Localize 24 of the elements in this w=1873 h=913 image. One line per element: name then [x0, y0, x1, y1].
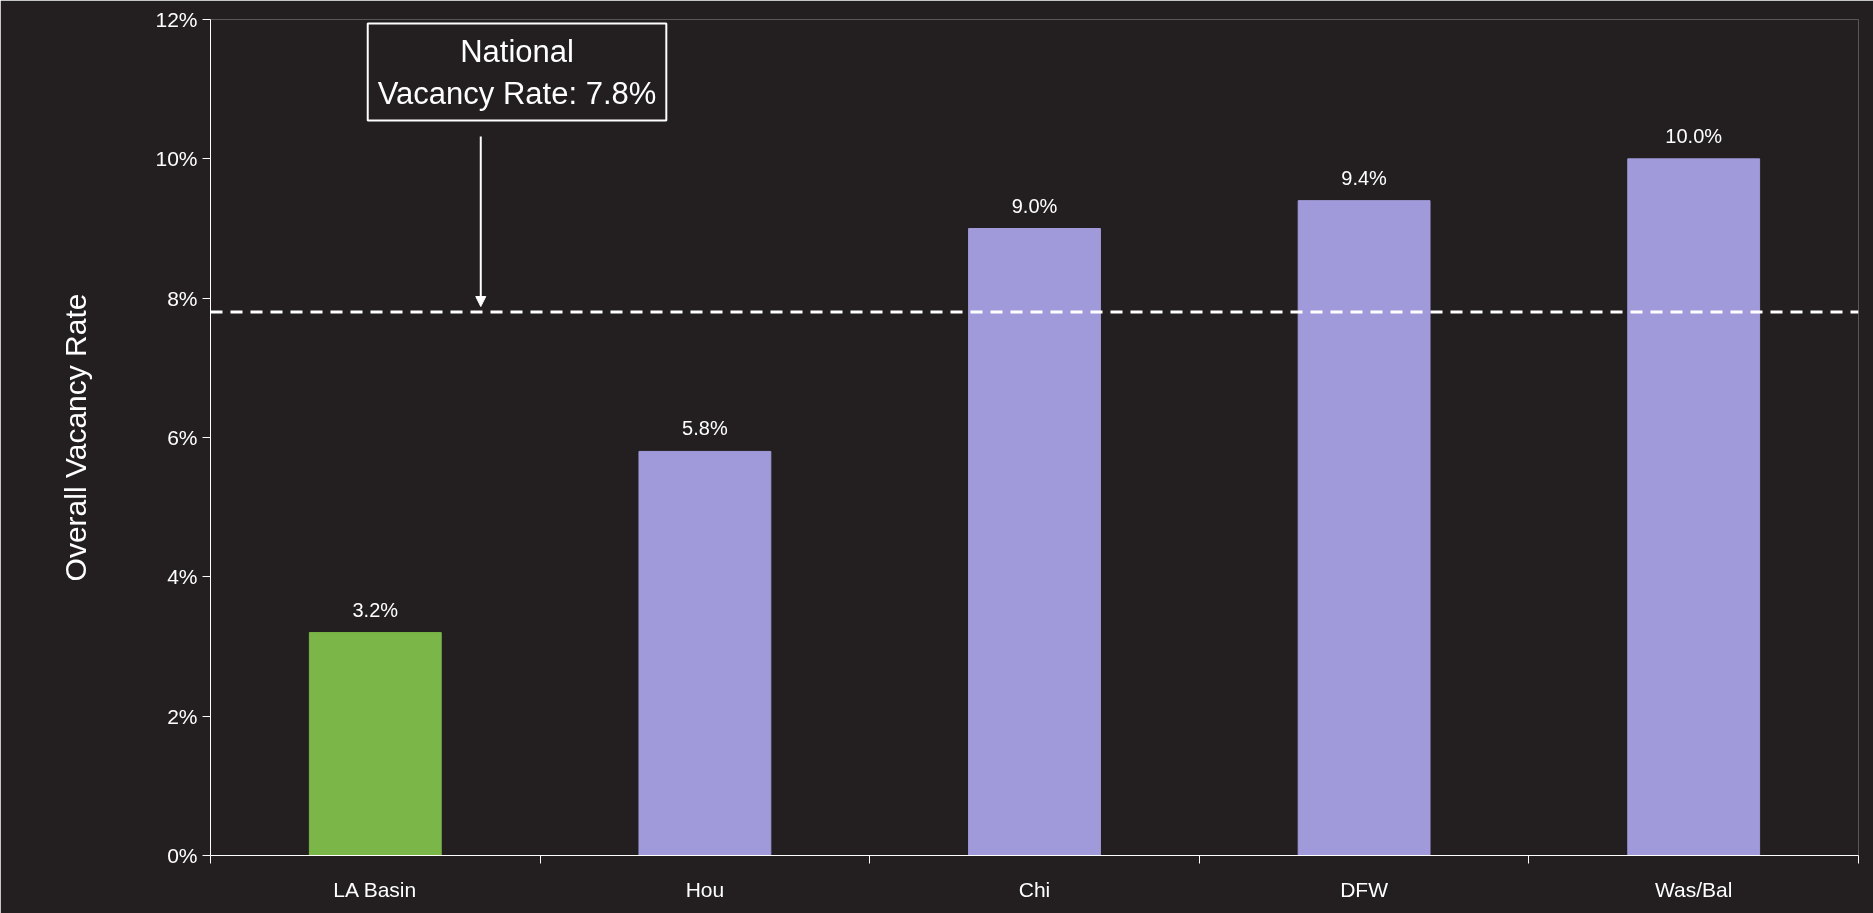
bar	[1627, 158, 1761, 856]
y-axis-title: Overall Vacancy Rate	[59, 293, 93, 582]
data-label: 3.2%	[352, 598, 399, 621]
bar	[1297, 200, 1431, 856]
y-tick-label: 8%	[167, 286, 198, 310]
ref-line-label: National Vacancy Rate: 7.8%	[377, 33, 657, 111]
x-tick-label: Chi	[1018, 877, 1051, 901]
bar	[638, 450, 772, 856]
y-tick-label: 4%	[167, 565, 198, 589]
y-tick-label: 12%	[155, 8, 198, 31]
bar	[308, 632, 442, 856]
data-label: 10.0%	[1665, 124, 1723, 147]
y-tick-label: 10%	[155, 147, 198, 171]
bar	[968, 228, 1101, 856]
y-tick-label: 6%	[167, 426, 198, 449]
data-label: 9.4%	[1341, 166, 1388, 189]
data-label: 5.8%	[682, 417, 728, 440]
y-tick-label: 2%	[167, 704, 198, 728]
x-tick-label: Hou	[685, 877, 725, 901]
x-tick-label: Was/Bal	[1655, 877, 1733, 901]
data-label: 9.0%	[1011, 194, 1058, 217]
x-tick-label: DFW	[1340, 877, 1389, 901]
x-tick-label: LA Basin	[333, 877, 417, 901]
y-tick-label: 0%	[167, 844, 198, 867]
